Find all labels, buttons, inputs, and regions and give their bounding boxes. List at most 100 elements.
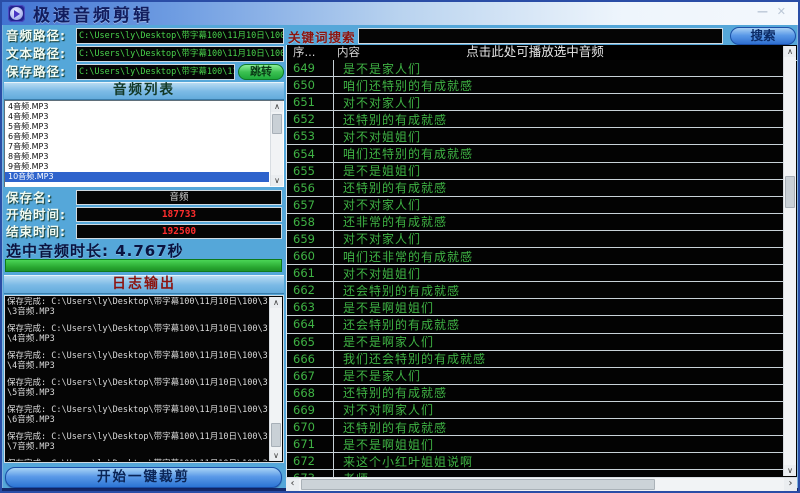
audio-path-label: 音频路径:	[6, 28, 66, 43]
table-row[interactable]: 660 咱们还非常的有成就感	[287, 248, 783, 266]
row-index: 660	[287, 248, 334, 265]
audio-list-item[interactable]: 9音频.MP3	[8, 162, 49, 171]
table-row[interactable]: 652 还特别的有成就感	[287, 111, 783, 129]
row-index: 666	[287, 350, 334, 367]
log-output[interactable]: 保存完成: C:\Users\ly\Desktop\带字幕100\11月10日\…	[4, 295, 284, 463]
table-row[interactable]: 651 对不对家人们	[287, 94, 783, 112]
log-entry: 保存完成: C:\Users\ly\Desktop\带字幕100\11月10日\…	[7, 405, 268, 425]
row-index: 659	[287, 230, 334, 248]
table-row[interactable]: 657 对不对家人们	[287, 196, 783, 214]
row-content: 还特别的有成就感	[343, 112, 448, 127]
audio-path-row: 音频路径: C:\Users\ly\Desktop\带字幕100\11月10日\…	[6, 28, 284, 44]
row-index: 662	[287, 282, 334, 299]
row-index: 673	[287, 470, 334, 477]
log-entry: 保存完成: C:\Users\ly\Desktop\带字幕100\11月10日\…	[7, 432, 268, 452]
close-icon[interactable]: ✕	[776, 5, 786, 18]
start-time-label: 开始时间:	[6, 207, 66, 222]
audio-path-input[interactable]: C:\Users\ly\Desktop\带字幕100\11月10日\100.MP…	[76, 28, 284, 44]
scroll-up-icon[interactable]: ∧	[784, 46, 796, 57]
table-row[interactable]: 653 对不对姐姐们	[287, 128, 783, 146]
row-content: 对不对家人们	[343, 95, 422, 110]
table-row[interactable]: 649 是不是家人们	[287, 60, 783, 78]
row-index: 671	[287, 436, 334, 453]
scroll-up-icon[interactable]: ∧	[271, 101, 283, 112]
table-row[interactable]: 673 老师	[287, 470, 783, 477]
row-content: 还特别的有成就感	[343, 181, 448, 196]
text-path-label: 文本路径:	[6, 46, 66, 61]
table-row[interactable]: 665 是不是啊家人们	[287, 333, 783, 351]
scroll-up-icon[interactable]: ∧	[270, 297, 282, 308]
table-row[interactable]: 666 我们还会特别的有成就感	[287, 350, 783, 368]
text-path-input[interactable]: C:\Users\ly\Desktop\带字幕100\11月10日\100.sr…	[76, 46, 284, 62]
table-row[interactable]: 664 还会特别的有成就感	[287, 316, 783, 334]
table-row[interactable]: 671 是不是啊姐姐们	[287, 436, 783, 454]
audio-list: 4音频.MP3 4音频.MP3 5音频.MP3 6音频.MP3 7音频.MP3 …	[5, 102, 269, 186]
log-list: 保存完成: C:\Users\ly\Desktop\带字幕100\11月10日\…	[7, 297, 268, 461]
scroll-down-icon[interactable]: ∨	[270, 450, 282, 461]
log-entry: 保存完成: C:\Users\ly\Desktop\带字幕100\11月10日\…	[7, 351, 268, 371]
table-row[interactable]: 661 对不对姐姐们	[287, 265, 783, 283]
audio-list-item[interactable]: 4音频.MP3	[8, 112, 49, 121]
audio-list-item[interactable]: 6音频.MP3	[8, 132, 49, 141]
save-name-field[interactable]: 音频	[76, 190, 282, 205]
end-time-field[interactable]: 192500	[76, 224, 282, 239]
table-row[interactable]: 656 还特别的有成就感	[287, 179, 783, 197]
jump-button[interactable]: 跳转	[238, 64, 284, 80]
log-entry: 保存完成: C:\Users\ly\Desktop\带字幕100\11月10日\…	[7, 324, 268, 344]
table-header: 序... 内容 点击此处可播放选中音频	[287, 45, 797, 61]
table-row[interactable]: 655 是不是姐姐们	[287, 162, 783, 180]
minimize-icon[interactable]: —	[757, 5, 768, 18]
progress-bar	[5, 259, 282, 272]
play-triangle-icon	[14, 9, 20, 18]
start-time-row: 开始时间: 187733	[6, 207, 282, 222]
table-row[interactable]: 672 来这个小红叶姐姐说啊	[287, 453, 783, 471]
table-row[interactable]: 669 对不对啊家人们	[287, 401, 783, 419]
save-path-input[interactable]: C:\Users\ly\Desktop\带字幕100\11月10日	[76, 64, 235, 80]
start-time-field[interactable]: 187733	[76, 207, 282, 222]
row-index: 655	[287, 162, 334, 179]
row-content: 是不是家人们	[343, 61, 422, 76]
table-row[interactable]: 659 对不对家人们	[287, 230, 783, 249]
audio-list-scrollbar[interactable]: ∧ ∨	[270, 101, 283, 186]
audio-list-item[interactable]: 7音频.MP3	[8, 142, 49, 151]
audio-list-item[interactable]: 5音频.MP3	[8, 122, 49, 131]
scroll-thumb[interactable]	[785, 176, 795, 208]
scroll-down-icon[interactable]: ∨	[271, 175, 283, 186]
audio-list-item[interactable]: 4音频.MP3	[8, 102, 49, 111]
play-selected-hint[interactable]: 点击此处可播放选中音频	[466, 44, 604, 59]
scroll-thumb[interactable]	[301, 479, 655, 490]
selected-duration-label: 选中音频时长: 4.767秒	[6, 242, 184, 260]
table-row[interactable]: 654 咱们还特别的有成就感	[287, 145, 783, 163]
table-horizontal-scrollbar[interactable]: ‹ ›	[286, 477, 797, 491]
table-row[interactable]: 663 是不是啊姐姐们	[287, 299, 783, 317]
table-row[interactable]: 650 咱们还特别的有成就感	[287, 77, 783, 95]
audio-listbox[interactable]: 4音频.MP3 4音频.MP3 5音频.MP3 6音频.MP3 7音频.MP3 …	[4, 100, 284, 187]
audio-list-item[interactable]: 10音频.MP3	[5, 172, 269, 182]
row-index: 650	[287, 77, 334, 94]
table-row[interactable]: 670 还特别的有成就感	[287, 418, 783, 437]
row-content: 对不对姐姐们	[343, 266, 422, 281]
row-index: 668	[287, 384, 334, 401]
scroll-thumb[interactable]	[272, 114, 282, 134]
scroll-left-icon[interactable]: ‹	[286, 478, 299, 491]
table-row[interactable]: 668 还特别的有成就感	[287, 384, 783, 402]
table-row[interactable]: 667 是不是家人们	[287, 367, 783, 385]
table-row[interactable]: 658 还非常的有成就感	[287, 213, 783, 231]
save-name-row: 保存名: 音频	[6, 190, 282, 205]
scroll-thumb[interactable]	[271, 423, 281, 447]
table-row[interactable]: 662 还会特别的有成就感	[287, 282, 783, 300]
scroll-down-icon[interactable]: ∨	[784, 465, 796, 476]
subtitle-table: 序... 内容 点击此处可播放选中音频 649 是不是家人们 650 咱们还特别…	[286, 45, 797, 477]
row-content: 对不对啊家人们	[343, 403, 435, 418]
scroll-right-icon[interactable]: ›	[784, 478, 797, 491]
row-index: 658	[287, 213, 334, 230]
audio-list-item[interactable]: 8音频.MP3	[8, 152, 49, 161]
table-vertical-scrollbar[interactable]: ∧ ∨	[783, 46, 796, 476]
titlebar: 极速音频剪辑 — ✕	[2, 2, 798, 26]
start-cut-button[interactable]: 开始一键裁剪	[5, 467, 282, 488]
log-scrollbar[interactable]: ∧ ∨	[269, 297, 282, 461]
search-button[interactable]: 搜索	[730, 27, 796, 45]
search-input[interactable]	[358, 28, 723, 44]
row-content: 咱们还特别的有成就感	[343, 147, 474, 162]
